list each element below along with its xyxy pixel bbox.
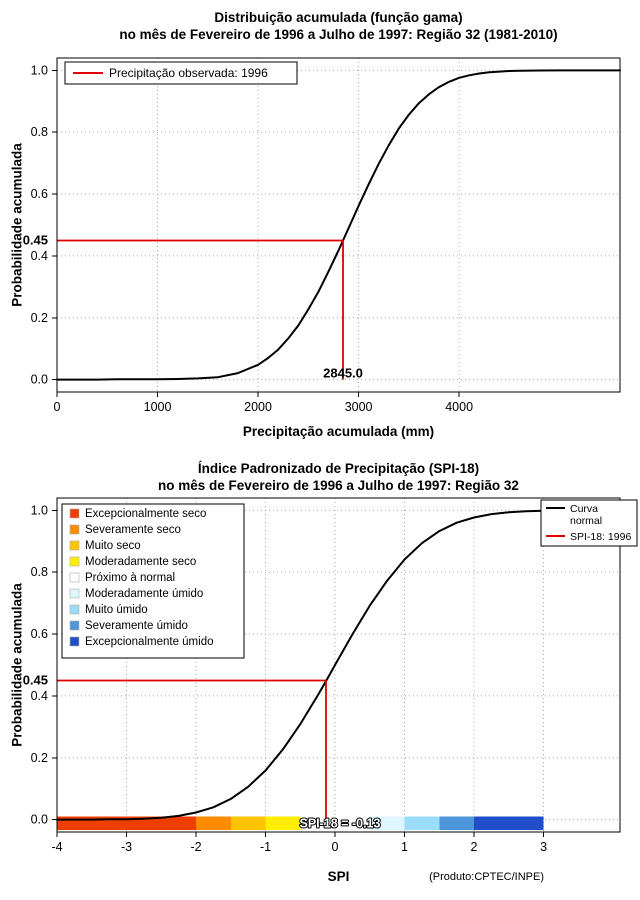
gamma-cdf-plot-area: 0 1000 2000 3000 4000 0.0 0.2 0.4 0.6 0.8 1.0 0.45 2… [23,57,621,414]
chart1-subtitle: no mês de Fevereiro de 1996 a Julho de 1… [119,27,558,42]
spi-cdf-chart: -4 -3 -2 -1 0 1 2 3 0.0 0.2 0.4 0.6 0.8 1.0 0.45 SPI-18… [0,455,640,900]
chart2-y-axis-label: Probabilidade acumulada [9,583,25,747]
colorbar-segment [369,816,405,830]
class-swatch [69,556,80,567]
y-tick-label: 0.6 [31,187,48,201]
class-label: Severamente seco [85,524,181,536]
plot-box [56,497,621,833]
class-swatch [69,588,80,599]
class-label: Próximo à normal [85,572,175,584]
marker-y-label: 0.45 [23,672,48,687]
class-label: Excepcionalmente seco [85,508,206,520]
x-tick-label: 4000 [445,400,473,414]
y-tick-label: 1.0 [31,63,48,77]
y-tick-label: 0.8 [31,565,48,579]
marker-y-label: 0.45 [23,232,48,247]
product-credit: (Produto:CPTEC/INPE) [429,871,544,883]
chart1-title: Distribuição acumulada (função gama) [214,10,463,25]
chart1-x-axis-label: Precipitação acumulada (mm) [242,424,435,439]
y-tick-label: 1.0 [31,503,48,517]
x-tick-label: 3000 [345,400,373,414]
class-swatch [69,524,80,535]
chart1-y-axis-label: Probabilidade acumulada [9,143,25,307]
class-swatch [69,620,80,631]
x-tick-label: -2 [190,840,201,854]
x-tick-label: -3 [121,840,132,854]
x-tick-label: 0 [54,400,61,414]
x-tick-label: 3 [540,840,547,854]
x-tick-label: 0 [332,840,339,854]
class-label: Moderadamente seco [85,556,196,568]
y-tick-label: 0.4 [31,689,48,703]
class-swatch [69,572,80,583]
class-label: Severamente úmido [85,620,188,632]
class-swatch [69,636,80,647]
y-tick-label: 0.6 [31,627,48,641]
chart2-title: Índice Padronizado de Precipitação (SPI-… [197,461,480,476]
x-tick-label: 1 [401,840,408,854]
class-swatch [69,540,80,551]
x-tick-label: 2 [471,840,478,854]
series-label: SPI-18: 1996 [570,531,631,543]
chart2-x-axis-label: SPI [327,869,350,884]
y-tick-label: 0.4 [31,249,48,263]
x-tick-label: -1 [260,840,271,854]
colorbar-segment [404,816,440,830]
x-tick-label: 1000 [144,400,172,414]
colorbar-segment [196,816,231,830]
y-tick-label: 0.0 [31,813,48,827]
spi-value-label: SPI-18 = -0.13 [300,817,381,831]
x-tick-label: -4 [51,840,62,854]
class-legend-box [61,503,245,659]
chart2-subtitle: no mês de Fevereiro de 1996 a Julho de 1… [158,478,519,493]
colorbar-segment [265,816,301,830]
class-swatch [69,508,80,519]
series-label: Curva [570,503,598,515]
colorbar-segment [300,816,370,830]
y-tick-label: 0.2 [31,751,48,765]
class-label: Moderadamente úmido [85,588,203,600]
legend-box [64,61,298,85]
x-tick-label: 2000 [244,400,272,414]
spi-cdf-plot-area: -4 -3 -2 -1 0 1 2 3 0.0 0.2 0.4 0.6 0.8 1.0 0.45 SPI-18… [23,497,638,854]
y-tick-label: 0.0 [31,373,48,387]
colorbar-segment [230,816,266,830]
gamma-cdf-chart: 0 1000 2000 3000 4000 0.0 0.2 0.4 0.6 0.8 1.0 0.45 2… [9,10,621,439]
colorbar-segment [474,816,544,830]
marker-x-label: 2845.0 [323,366,363,381]
class-label: Muito úmido [85,604,148,616]
y-tick-label: 0.8 [31,125,48,139]
normal-cdf-curve [56,509,621,821]
colorbar-segment [439,816,475,830]
y-tick-label: 0.2 [31,311,48,325]
class-label: Muito seco [85,540,141,552]
series-label: normal [570,515,602,527]
class-label: Excepcionalmente úmido [85,636,214,648]
class-swatch [69,604,80,615]
plot-box [56,57,621,393]
gamma-cdf-curve [56,69,621,381]
legend-item-label: Precipitação observada: 1996 [109,66,268,80]
